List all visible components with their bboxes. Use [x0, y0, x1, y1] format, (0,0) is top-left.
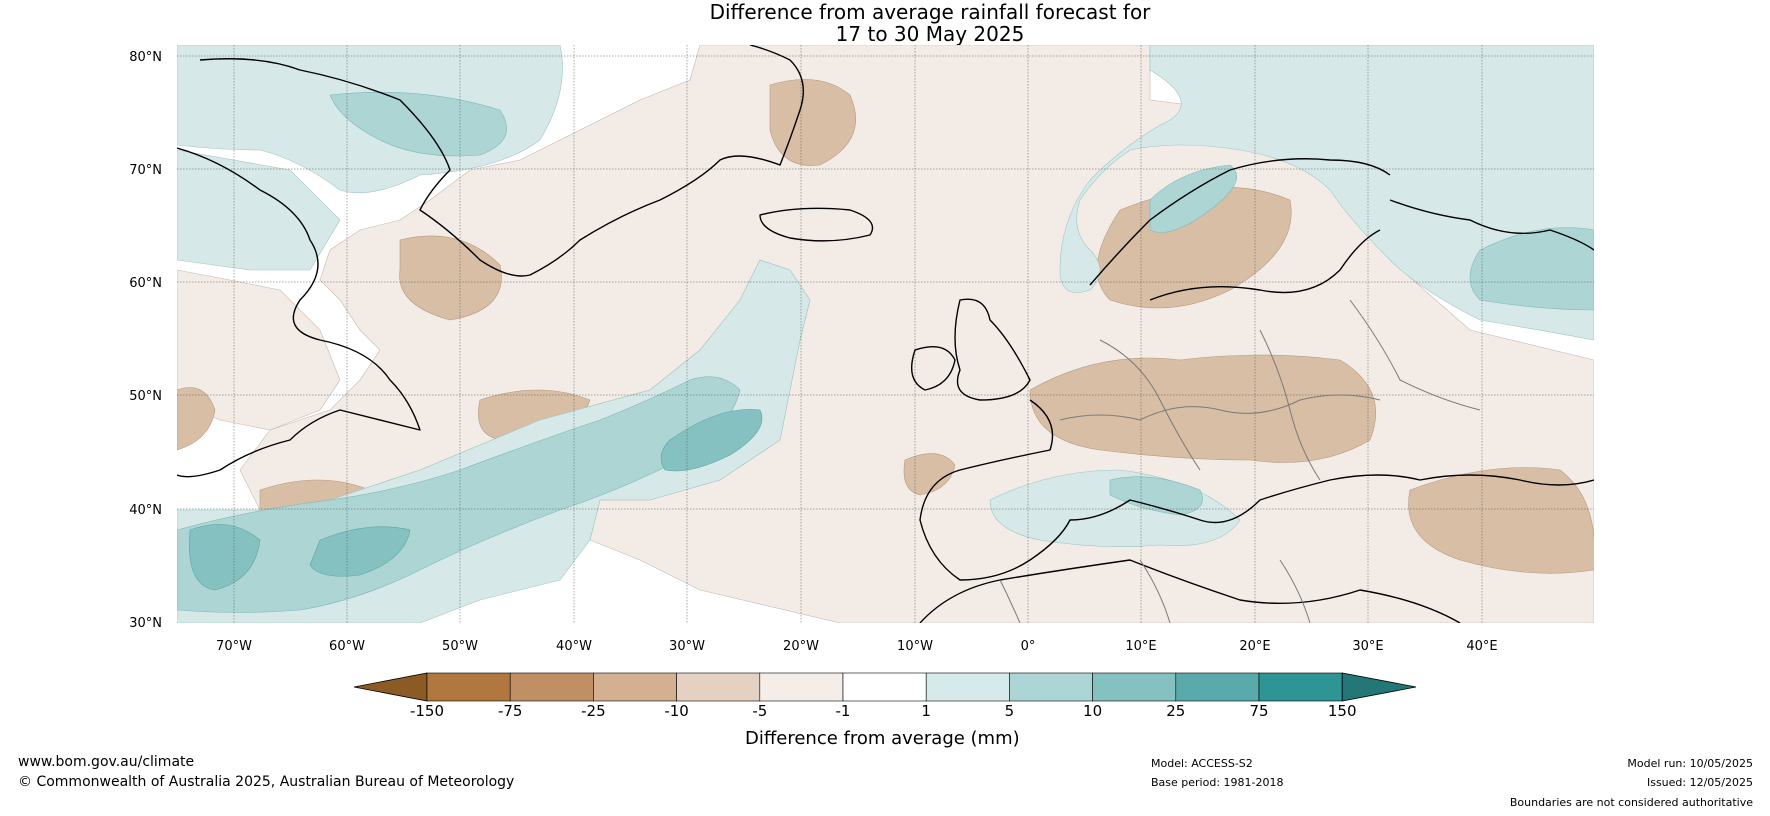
latitude-labels: 80°N 70°N 60°N 50°N 40°N 30°N	[129, 50, 162, 631]
wet-mid-russia	[1469, 227, 1594, 311]
africa-coast	[919, 559, 1461, 623]
colorbar-tick-label: 25	[1166, 702, 1185, 720]
colorbar-arrow-left	[353, 672, 428, 702]
lon-label: 30°W	[669, 639, 705, 654]
canada-coast	[177, 147, 421, 478]
lat-label: 50°N	[129, 389, 162, 404]
wet-light-labrador	[177, 149, 341, 271]
map-title-line1: Difference from average rainfall forecas…	[709, 0, 1151, 24]
footer-base-period: Base period: 1981-2018	[1151, 776, 1284, 789]
iceland-coast	[759, 207, 874, 242]
dry-patch-south-greenland	[399, 235, 502, 321]
lon-label: 10°E	[1125, 639, 1156, 654]
colorbar-tick-label: -25	[581, 702, 606, 720]
norway-coast	[1089, 158, 1391, 286]
lat-label: 60°N	[129, 276, 162, 291]
colorbar-tick-label: -10	[664, 702, 689, 720]
colorbar-title: Difference from average (mm)	[745, 728, 1020, 749]
wet-mid-baffin	[329, 91, 507, 157]
footer-disclaimer: Boundaries are not considered authoritat…	[1509, 796, 1753, 809]
footer-copyright: © Commonwealth of Australia 2025, Austra…	[18, 774, 515, 790]
footer-model: Model: ACCESS-S2	[1151, 757, 1253, 770]
colorbar-tick-label: -1	[836, 702, 851, 720]
colorbar-segment	[1009, 672, 1093, 702]
lon-label: 10°W	[897, 639, 933, 654]
colorbar-arrow-right	[1341, 672, 1417, 702]
lat-label: 30°N	[129, 616, 162, 631]
greenland-coast	[199, 45, 804, 277]
dry-patch-central-europe	[1029, 354, 1377, 463]
colorbar-segment	[842, 672, 927, 702]
dry-patch-eastern	[1408, 467, 1594, 574]
map-area	[177, 45, 1594, 623]
wet-strong-southwest-2	[309, 526, 411, 577]
colorbar-tick-label: -75	[498, 702, 523, 720]
wet-strong-atlantic	[660, 409, 763, 472]
lon-label: 40°E	[1466, 639, 1497, 654]
footer-issued: Issued: 12/05/2025	[1646, 776, 1753, 789]
graticule	[177, 45, 1594, 623]
britain-coast	[954, 298, 1031, 401]
colorbar-segment	[426, 672, 511, 702]
russia-coast	[1389, 199, 1594, 251]
scandinavia-inner	[1149, 229, 1381, 301]
colorbar-segment	[593, 672, 677, 702]
colorbar-segment	[1175, 672, 1260, 702]
europe-coast	[919, 399, 1594, 581]
wet-strong-southwest	[189, 524, 261, 591]
wet-light-barents	[1059, 45, 1594, 341]
colorbar-segment	[759, 672, 844, 702]
footer-website: www.bom.gov.au/climate	[18, 754, 195, 770]
colorbar-segment	[1092, 672, 1177, 702]
colorbar-segment	[509, 672, 594, 702]
colorbar: -150 -75 -25 -10 -5 -1 1 5 10 25 75 150	[353, 672, 1417, 720]
lon-label: 0°	[1021, 639, 1036, 654]
longitude-labels: 70°W 60°W 50°W 40°W 30°W 20°W 10°W 0° 10…	[216, 639, 1498, 654]
lon-label: 60°W	[329, 639, 365, 654]
dry-patch-iberia	[903, 453, 956, 496]
dry-patch-greenland	[769, 79, 856, 166]
lon-label: 20°W	[783, 639, 819, 654]
colorbar-tick-label: 150	[1328, 702, 1357, 720]
lon-label: 70°W	[216, 639, 252, 654]
colorbar-tick-label: 10	[1083, 702, 1102, 720]
lon-label: 30°E	[1352, 639, 1383, 654]
lon-label: 20°E	[1239, 639, 1270, 654]
colorbar-tick-label: -5	[752, 702, 767, 720]
colorbar-segment	[676, 672, 761, 702]
wet-mid-norway	[1149, 164, 1237, 233]
lon-label: 40°W	[556, 639, 592, 654]
colorbar-tick-label: -150	[410, 702, 444, 720]
colorbar-tick-label: 1	[921, 702, 931, 720]
map-title-line2: 17 to 30 May 2025	[835, 22, 1025, 46]
coastlines	[177, 45, 1594, 623]
lat-label: 70°N	[129, 163, 162, 178]
colorbar-segment	[925, 672, 1010, 702]
colorbar-segment	[1258, 672, 1343, 702]
ireland-coast	[911, 346, 956, 391]
lat-label: 80°N	[129, 50, 162, 65]
wet-mid-italy	[1109, 476, 1203, 516]
colorbar-tick-label: 5	[1005, 702, 1015, 720]
colorbar-tick-label: 75	[1249, 702, 1268, 720]
borders	[999, 299, 1481, 623]
footer-model-run: Model run: 10/05/2025	[1627, 757, 1753, 770]
lat-label: 40°N	[129, 503, 162, 518]
lon-label: 50°W	[442, 639, 478, 654]
dry-patch-labrador	[177, 387, 216, 451]
